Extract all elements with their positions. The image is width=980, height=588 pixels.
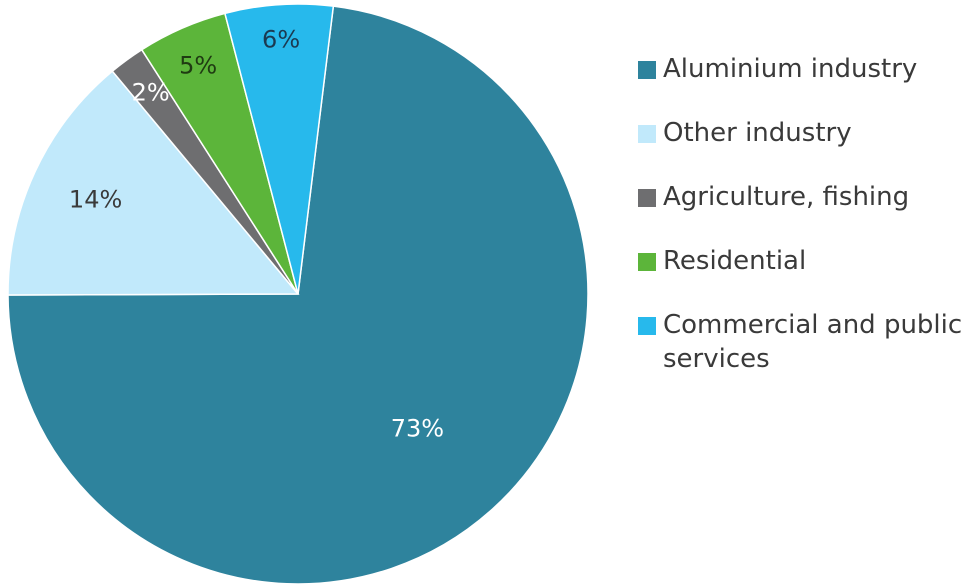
legend-label: Residential [663,246,807,276]
legend-item-commercial-public-services: Commercial and public services [638,308,980,376]
slice-value-label: 14% [69,186,122,214]
pie-slices [7,3,589,585]
legend-item-agriculture-fishing: Agriculture, fishing [638,180,980,214]
legend-label: Agriculture, fishing [663,182,910,212]
legend-label: Aluminium industry [663,54,918,84]
legend-item-other-industry: Other industry [638,116,980,150]
legend-swatch [638,125,656,143]
slice-value-label: 6% [262,25,300,53]
slice-value-label: 5% [179,52,217,80]
pie-chart: 73% 14% 2% 5% 6% [7,3,589,585]
slice-value-label: 2% [132,79,170,107]
legend-swatch [638,61,656,79]
pie-slice-commercial-and-public-services [223,3,335,295]
legend-swatch [638,189,656,207]
legend: Aluminium industry Other industry Agricu… [638,52,980,406]
legend-item-residential: Residential [638,244,980,278]
legend-item-aluminium-industry: Aluminium industry [638,52,980,86]
slice-value-label: 73% [391,415,444,443]
legend-swatch [638,253,656,271]
pie-slice-aluminium-industry [7,5,589,585]
pie-slice-other-industry [7,70,300,296]
legend-swatch [638,317,656,335]
pie-slice-labels: 73% 14% 2% 5% 6% [69,25,444,442]
legend-label: Other industry [663,118,852,148]
legend-label: Commercial and public services [663,310,963,374]
